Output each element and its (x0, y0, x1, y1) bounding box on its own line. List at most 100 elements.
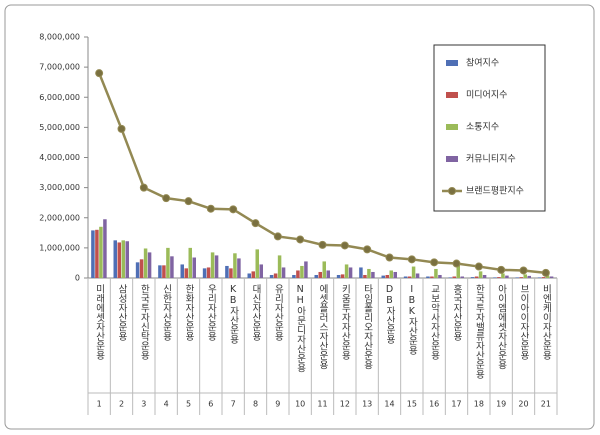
bar (180, 264, 184, 278)
bar (407, 276, 412, 278)
x-tick-label: 미래에셋자산운용 (94, 284, 105, 360)
bar (206, 267, 211, 278)
y-tick-label: 6,000,000 (39, 93, 80, 102)
bar (147, 252, 152, 278)
x-tick-label: 삼성자산운용 (116, 284, 127, 341)
line-marker (497, 265, 506, 274)
legend-swatch (446, 124, 458, 130)
x-tick-label: 교보악사자산운용 (429, 284, 440, 360)
x-tick-label: 한국투자신탁운용 (138, 284, 149, 360)
x-tick-label: 흥국자산운용 (451, 283, 462, 341)
bar (166, 247, 170, 278)
x-tick-label: 유리자산운용 (272, 284, 283, 341)
bar (192, 257, 196, 278)
x-tick-label: IBK자산운용 (406, 284, 417, 355)
x-tick-label: 아이엠에셋자산운용 (496, 284, 507, 370)
bar (460, 276, 464, 278)
line-marker (474, 262, 483, 271)
bar (135, 262, 140, 278)
bar (255, 249, 259, 278)
bar (367, 268, 371, 278)
bar (210, 252, 215, 278)
bar (229, 268, 233, 278)
line-marker (273, 232, 282, 241)
bar (326, 270, 330, 278)
x-tick-label: 타임폴리오자산운용 (362, 284, 373, 370)
category-number: 13 (362, 400, 372, 409)
y-tick-label: 4,000,000 (39, 153, 80, 162)
bar (91, 230, 95, 278)
bar (426, 276, 430, 278)
bar (344, 264, 349, 278)
bar (519, 277, 523, 278)
bar (497, 277, 501, 278)
category-number: 8 (253, 400, 258, 409)
bar (188, 247, 192, 278)
bar (214, 255, 219, 278)
bar (478, 271, 483, 278)
category-number: 2 (119, 400, 124, 409)
line-marker (162, 194, 171, 203)
line-marker (117, 124, 126, 133)
line-marker (184, 197, 193, 206)
y-tick-label: 1,000,000 (39, 243, 80, 252)
category-number: 20 (518, 400, 528, 409)
y-tick-label: 0 (75, 274, 80, 283)
legend-label: 미디어지수 (466, 90, 507, 101)
x-tick-label: 브이아이자산운용 (518, 284, 529, 360)
y-tick-label: 3,000,000 (39, 183, 80, 192)
bar (541, 277, 546, 278)
bar (470, 277, 475, 278)
legend-label: 소통지수 (466, 122, 499, 133)
bar (474, 276, 479, 278)
category-number: 14 (384, 400, 394, 409)
bar (259, 264, 263, 278)
bar (277, 255, 282, 278)
x-tick-label: 한화자산운용 (183, 284, 194, 341)
bar (304, 261, 308, 278)
x-tick-label: 한국투자밸류자산운용 (473, 284, 484, 379)
bar (273, 273, 278, 278)
line-marker (95, 69, 104, 78)
x-tick-label: DB자산운용 (384, 284, 395, 344)
line-marker (318, 240, 327, 249)
bar (537, 277, 542, 278)
bar (371, 271, 375, 278)
line-marker (340, 241, 349, 250)
category-number: 3 (141, 400, 146, 409)
bar (359, 267, 363, 278)
bar (251, 271, 255, 278)
line-marker (407, 255, 416, 264)
line-marker (452, 259, 461, 268)
line-marker (139, 183, 148, 192)
bar (505, 275, 509, 278)
x-tick-label: 에셋플러스자산운용 (317, 284, 328, 370)
bar (103, 219, 107, 278)
bar (393, 271, 397, 278)
bar (430, 276, 434, 278)
bar (545, 275, 550, 278)
category-number: 1 (97, 400, 102, 409)
line-marker (430, 258, 439, 267)
bar (318, 271, 322, 278)
bar (385, 274, 389, 278)
legend-swatch (446, 92, 458, 98)
bar (117, 242, 121, 278)
legend-label: 브랜드평판지수 (466, 186, 524, 197)
category-number: 21 (541, 400, 551, 409)
x-tick-label: 비엔케이자산운용 (540, 284, 551, 360)
category-number: 17 (451, 400, 461, 409)
x-tick-label: 키움투자자산운용 (339, 284, 350, 360)
legend-label: 커뮤니티지수 (466, 154, 516, 165)
bar (162, 265, 166, 278)
bar (348, 267, 353, 278)
bar (237, 258, 241, 278)
bar (523, 274, 527, 278)
bar (527, 275, 531, 278)
x-tick-label: 신한자산운용 (161, 284, 172, 341)
bar (415, 273, 420, 278)
bar (448, 277, 452, 278)
line-marker (251, 219, 260, 228)
bar (452, 276, 456, 278)
